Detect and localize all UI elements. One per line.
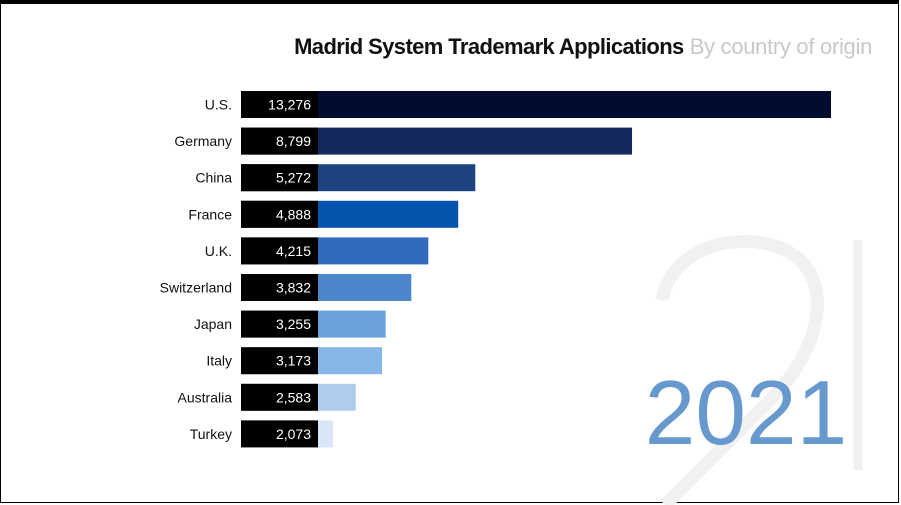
bar-group: 13,276 U.S. 8,799 Germany 5,272 China 4,888 Fra… <box>160 91 831 448</box>
chart-title-row: Madrid System Trademark Applications By c… <box>294 34 872 60</box>
value-label: 13,276 <box>268 97 311 113</box>
value-label: 3,832 <box>276 280 311 296</box>
value-box <box>241 200 318 228</box>
value-box <box>241 274 318 301</box>
value-label: 3,255 <box>276 316 311 332</box>
value-box <box>241 91 318 118</box>
chart-title: Madrid System Trademark Applications <box>294 34 684 59</box>
category-label: France <box>188 206 232 222</box>
value-label: 4,215 <box>276 243 311 259</box>
year-watermark-decoration <box>655 234 863 505</box>
value-box <box>241 420 318 448</box>
value-label: 4,888 <box>276 206 311 222</box>
value-box <box>241 127 318 155</box>
value-box <box>241 347 318 375</box>
value-label: 3,173 <box>276 353 311 369</box>
value-label: 5,272 <box>276 170 311 186</box>
value-label: 2,583 <box>276 389 311 405</box>
category-label: Switzerland <box>160 280 232 296</box>
value-box <box>241 383 318 411</box>
value-box <box>241 164 318 192</box>
category-label: Germany <box>174 133 232 149</box>
category-label: Turkey <box>190 426 232 442</box>
value-label: 8,799 <box>276 133 311 149</box>
category-label: U.S. <box>205 97 232 113</box>
category-label: Australia <box>178 389 233 405</box>
category-label: China <box>195 170 232 186</box>
bar-u-s <box>241 91 831 118</box>
value-label: 2,073 <box>276 426 311 442</box>
value-box <box>241 237 318 265</box>
category-label: Japan <box>194 316 232 332</box>
value-box <box>241 310 318 338</box>
category-label: U.K. <box>205 243 232 259</box>
category-label: Italy <box>206 353 232 369</box>
year-label: 2021 <box>645 363 847 464</box>
chart-subtitle: By country of origin <box>689 34 873 59</box>
